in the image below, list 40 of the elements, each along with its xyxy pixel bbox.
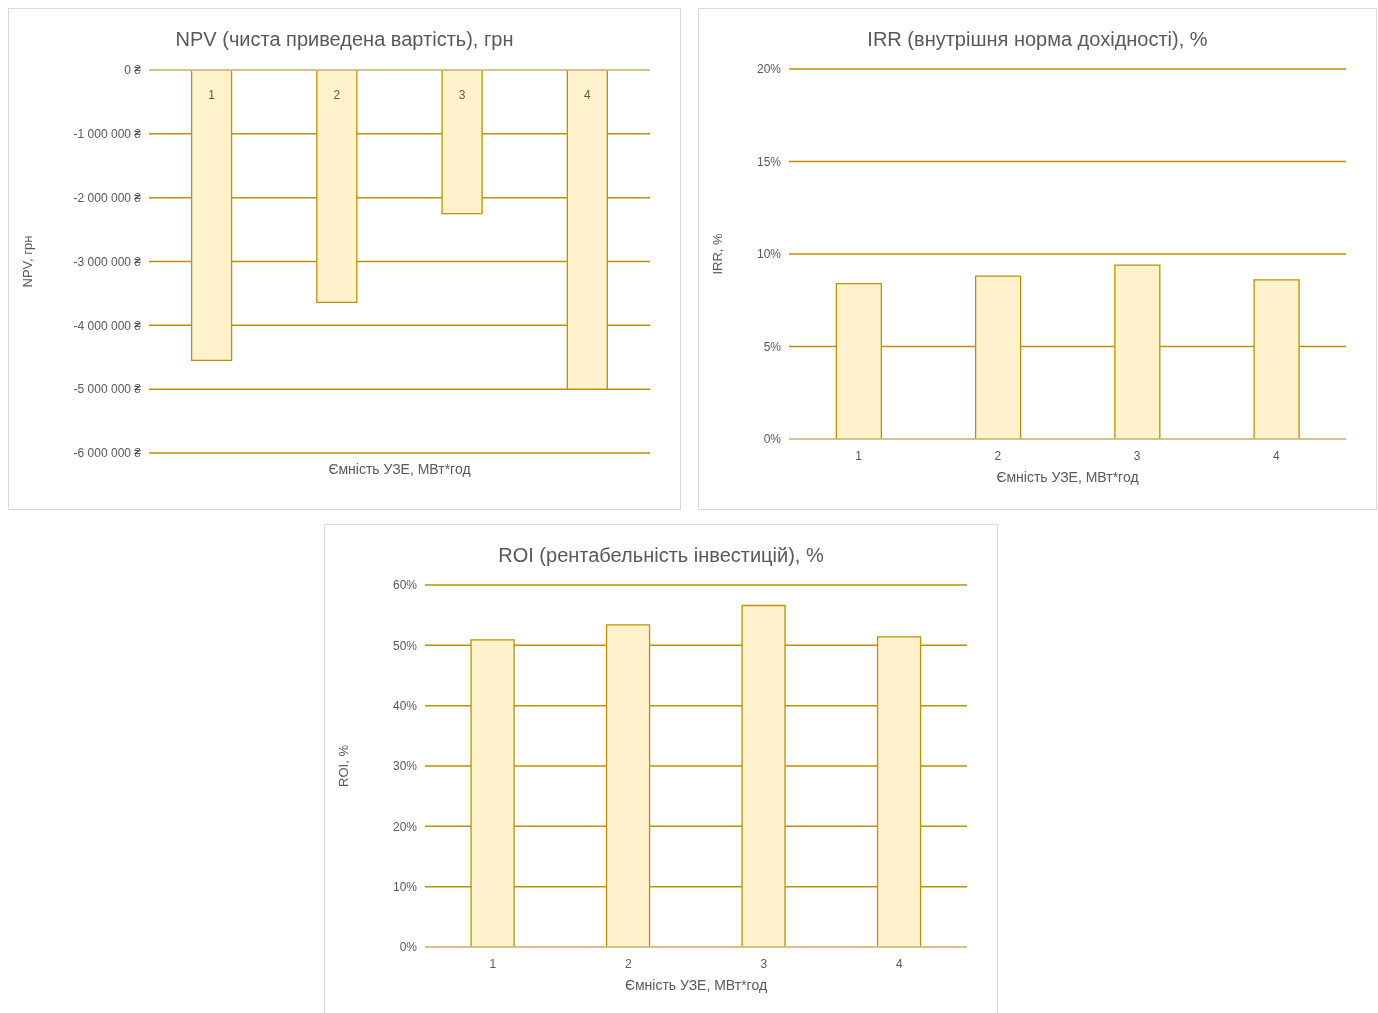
x-axis-title: Ємність УЗЕ, МВт*год — [327, 461, 472, 477]
x-tick-label: 4 — [895, 956, 903, 971]
y-axis-title: NPV, грн — [19, 235, 35, 288]
y-tick-label: -2 000 000 ₴ — [73, 190, 142, 205]
y-axis-title: IRR, % — [709, 232, 725, 275]
chart-title: ROI (рентабельність інвестицій), % — [497, 543, 825, 568]
y-tick-label: -4 000 000 ₴ — [73, 318, 142, 333]
y-tick-label: 0 ₴ — [124, 63, 142, 78]
y-tick-label: 0% — [399, 940, 418, 955]
x-tick-label: 1 — [208, 87, 216, 102]
x-tick-label: 2 — [994, 448, 1002, 463]
y-tick-label: 20% — [392, 819, 418, 834]
y-tick-label: 10% — [392, 879, 418, 894]
x-tick-label: 1 — [855, 448, 863, 463]
y-tick-label: 20% — [756, 62, 782, 77]
y-tick-label: -3 000 000 ₴ — [73, 254, 142, 269]
y-tick-label: 60% — [392, 578, 418, 593]
y-tick-label: -1 000 000 ₴ — [73, 127, 142, 142]
y-tick-label: 5% — [763, 339, 782, 354]
x-tick-label: 2 — [333, 87, 341, 102]
x-tick-label: 4 — [1273, 448, 1281, 463]
chart-title: NPV (чиста приведена вартість), грн — [174, 27, 515, 52]
chart-title: IRR (внутрішня норма дохідності), % — [866, 27, 1209, 52]
y-tick-label: 15% — [756, 154, 782, 169]
x-tick-label: 3 — [458, 87, 466, 102]
x-axis-title: Ємність УЗЕ, МВт*год — [623, 977, 769, 993]
y-tick-label: -6 000 000 ₴ — [73, 446, 142, 461]
x-tick-label: 3 — [760, 956, 768, 971]
x-tick-label: 3 — [1133, 448, 1141, 463]
y-tick-label: 0% — [763, 432, 782, 447]
y-tick-label: 30% — [392, 759, 418, 774]
y-tick-label: -5 000 000 ₴ — [73, 382, 142, 397]
x-tick-label: 4 — [584, 87, 592, 102]
y-tick-label: 40% — [392, 698, 418, 713]
y-axis-title: ROI, % — [335, 744, 351, 787]
x-axis-title: Ємність УЗЕ, МВт*год — [995, 469, 1140, 485]
x-tick-label: 1 — [489, 956, 497, 971]
y-tick-label: 10% — [756, 247, 782, 262]
y-tick-label: 50% — [392, 638, 418, 653]
x-tick-label: 2 — [624, 956, 632, 971]
